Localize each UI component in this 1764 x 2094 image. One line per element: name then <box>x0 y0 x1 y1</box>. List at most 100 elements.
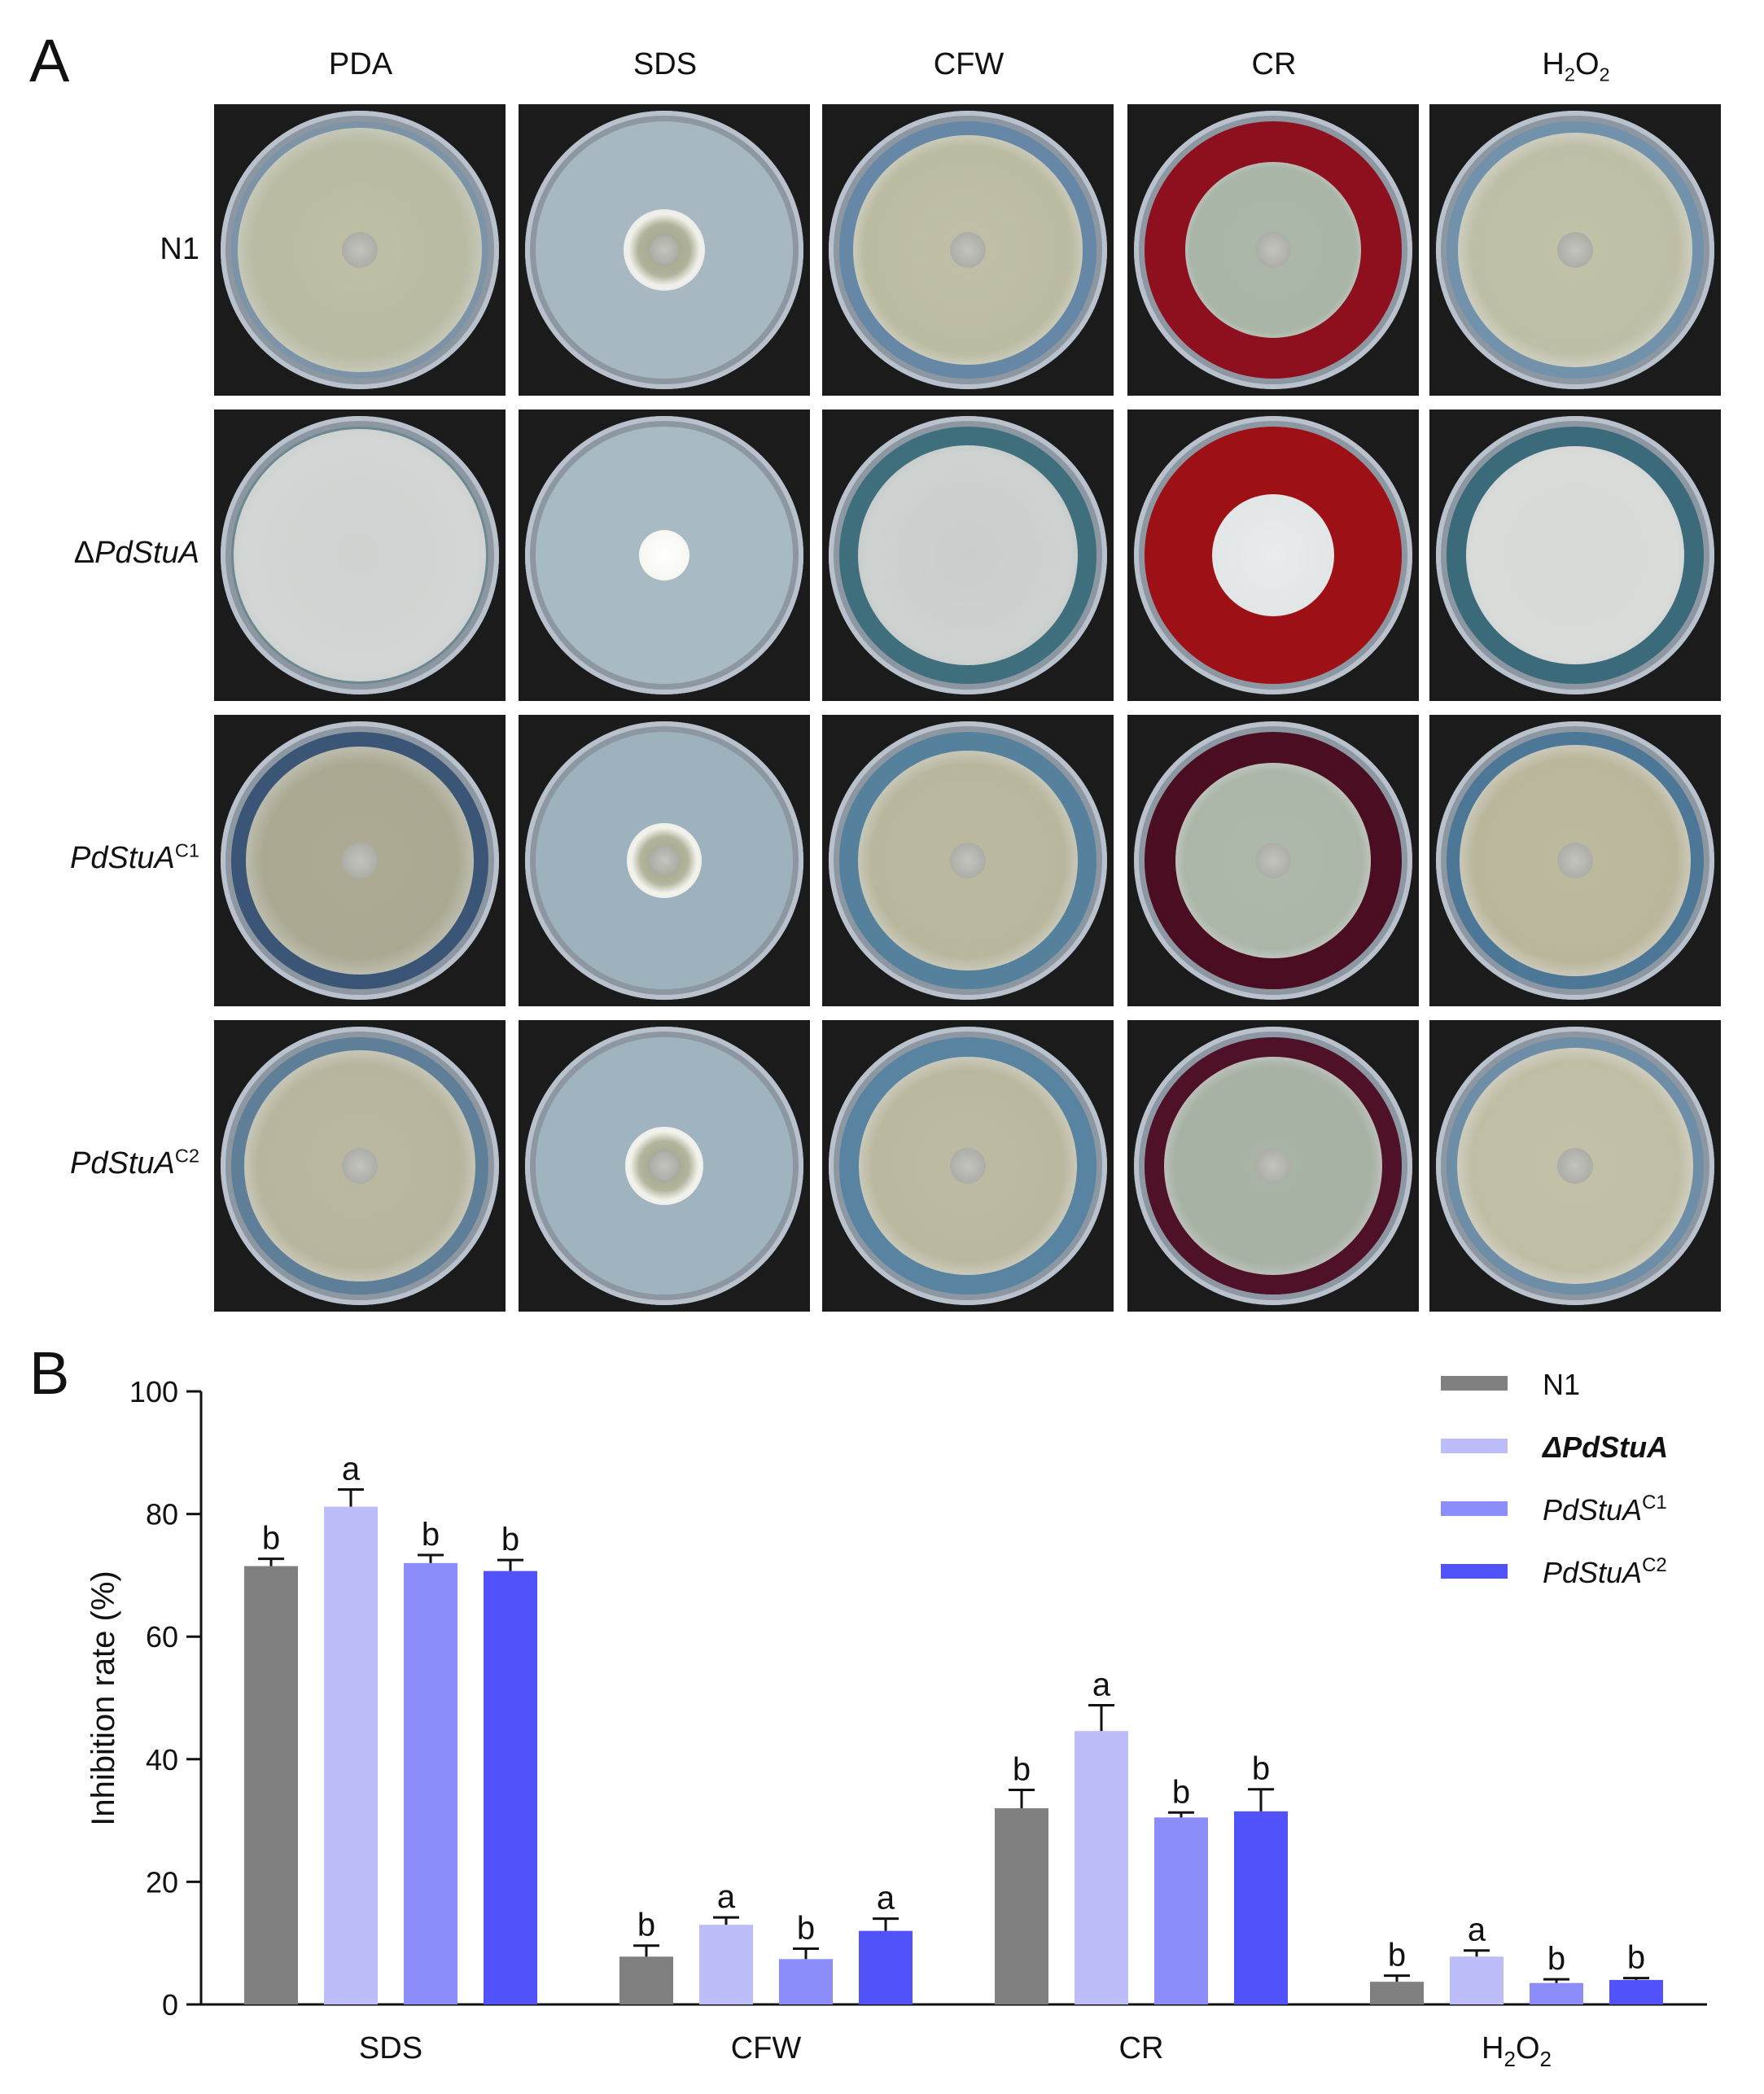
y-tick-label: 40 <box>146 1743 178 1776</box>
bar <box>699 1925 753 2004</box>
legend-sup-c1: C1 <box>1642 1492 1667 1514</box>
column-header-cr: CR <box>1251 47 1297 81</box>
row-label-delta-pdstua-text: PdStuA <box>94 536 199 570</box>
bar <box>324 1506 378 2004</box>
plate-pdstua-c2-h2o2 <box>1429 1020 1721 1312</box>
plate-n1-sds <box>519 104 810 396</box>
legend-swatch-pdstua-c1 <box>1441 1501 1508 1516</box>
bar <box>1075 1731 1128 2004</box>
bar-series: b b b b a a a a b b b b b a b b <box>244 1451 1663 2004</box>
row-label-delta-pdstua: ΔPdStuA <box>24 536 199 571</box>
significance-letter: a <box>1468 1912 1486 1948</box>
legend-delta-symbol: Δ <box>1541 1430 1562 1464</box>
legend-swatch-delta-pdstua <box>1441 1439 1508 1453</box>
plate-delta-pdstua-cfw <box>822 410 1114 701</box>
y-tick-label: 0 <box>162 1988 178 2022</box>
bar <box>1154 1817 1208 2004</box>
bar <box>1370 1982 1424 2004</box>
legend-label-n1: N1 <box>1543 1368 1580 1401</box>
panel-a-label: A <box>29 27 70 94</box>
bar <box>859 1930 913 2004</box>
bar <box>779 1959 833 2004</box>
plate-delta-pdstua-pda <box>214 410 506 701</box>
bar <box>619 1956 673 2004</box>
significance-letter: a <box>717 1879 736 1915</box>
legend-sup-c2: C2 <box>1642 1554 1667 1576</box>
significance-letter: b <box>1172 1774 1190 1810</box>
row-label-n1: N1 <box>24 232 199 267</box>
row-label-pdstua-c1: PdStuAC1 <box>24 841 199 876</box>
column-header-sds: SDS <box>633 47 698 81</box>
x-tick-label-cfw: CFW <box>731 2031 802 2066</box>
x-h2o2-sub-2: 2 <box>1540 2047 1552 2071</box>
significance-letter: b <box>1013 1751 1031 1787</box>
legend-label-pdstua-c2: PdStuAC2 <box>1543 1554 1667 1589</box>
x-h2o2-h: H <box>1482 2031 1504 2066</box>
h2o2-h: H <box>1542 47 1565 81</box>
legend-swatch-n1 <box>1441 1376 1508 1391</box>
x-tick-label-cr: CR <box>1119 2031 1164 2066</box>
legend-label-delta-pdstua: ΔPdStuA <box>1541 1430 1668 1464</box>
column-header-h2o2: H2O2 <box>1429 47 1722 85</box>
significance-letter: b <box>1388 1938 1406 1974</box>
plate-pdstua-c2-cfw <box>822 1020 1114 1312</box>
significance-letter: a <box>1092 1667 1111 1703</box>
legend-text-n1: N1 <box>1543 1368 1580 1401</box>
plate-pdstua-c2-sds <box>519 1020 810 1312</box>
significance-letter: a <box>877 1881 895 1917</box>
legend-text-delta-pdstua: PdStuA <box>1562 1430 1668 1464</box>
h2o2-sub-2: 2 <box>1599 64 1610 85</box>
chart-legend: N1 ΔPdStuA PdStuAC1 PdStuAC2 <box>1441 1368 1668 1589</box>
legend-swatch-pdstua-c2 <box>1441 1564 1508 1579</box>
y-tick-label: 60 <box>146 1620 178 1654</box>
significance-letter: b <box>1252 1751 1270 1787</box>
significance-letter: b <box>637 1908 655 1943</box>
bar <box>1530 1982 1583 2004</box>
plate-pdstua-c1-h2o2 <box>1429 715 1721 1006</box>
legend-text-pdstua-c1: PdStuA <box>1543 1493 1642 1527</box>
plate-pdstua-c2-cr <box>1127 1020 1419 1312</box>
significance-letter: b <box>1627 1940 1645 1976</box>
legend-label-pdstua-c1: PdStuAC1 <box>1543 1492 1667 1527</box>
y-tick-label: 20 <box>146 1865 178 1899</box>
x-h2o2-o: O <box>1516 2031 1540 2066</box>
column-header-cfw: CFW <box>933 47 1005 81</box>
plate-delta-pdstua-sds <box>519 410 810 701</box>
legend-text-pdstua-c2: PdStuA <box>1543 1556 1642 1589</box>
row-label-pdstua-c2: PdStuAC2 <box>24 1146 199 1181</box>
significance-letter: b <box>797 1910 815 1946</box>
y-ticks: 0 20 40 60 80 100 <box>129 1375 201 2022</box>
significance-letter: b <box>501 1522 519 1557</box>
plate-delta-pdstua-cr <box>1127 410 1419 701</box>
inhibition-rate-bar-chart: 0 20 40 60 80 100 Inhibition rate (%) b b b b a a a… <box>85 1368 1707 2071</box>
delta-symbol: Δ <box>73 536 95 570</box>
bar <box>1234 1811 1288 2004</box>
y-axis-title: Inhibition rate (%) <box>85 1570 121 1825</box>
plate-n1-pda <box>214 104 506 396</box>
plate-pdstua-c2-pda <box>214 1020 506 1312</box>
row-label-pdstua-c2-text: PdStuA <box>70 1146 175 1181</box>
row-label-n1-text: N1 <box>160 232 199 266</box>
significance-letter: b <box>1547 1941 1565 1977</box>
significance-letter: a <box>342 1451 361 1487</box>
plate-n1-cfw <box>822 104 1114 396</box>
bar <box>1450 1956 1504 2004</box>
bar <box>1609 1979 1663 2004</box>
x-tick-label-h2o2: H2O2 <box>1482 2031 1552 2071</box>
bar <box>484 1570 537 2004</box>
x-tick-labels: SDS CFW CR H2O2 <box>359 2031 1552 2071</box>
plate-pdstua-c1-cfw <box>822 715 1114 1006</box>
bar <box>404 1562 457 2004</box>
significance-letter: b <box>422 1517 440 1553</box>
plate-n1-h2o2 <box>1429 104 1721 396</box>
plate-n1-cr <box>1127 104 1419 396</box>
plate-pdstua-c1-sds <box>519 715 810 1006</box>
x-tick-label-sds: SDS <box>359 2031 422 2066</box>
bar <box>244 1566 298 2004</box>
y-tick-label: 100 <box>129 1375 178 1408</box>
plate-pdstua-c1-pda <box>214 715 506 1006</box>
h2o2-o: O <box>1574 47 1600 81</box>
row-label-c1-superscript: C1 <box>174 839 199 861</box>
row-label-c2-superscript: C2 <box>174 1145 199 1167</box>
x-h2o2-sub-1: 2 <box>1504 2047 1515 2071</box>
